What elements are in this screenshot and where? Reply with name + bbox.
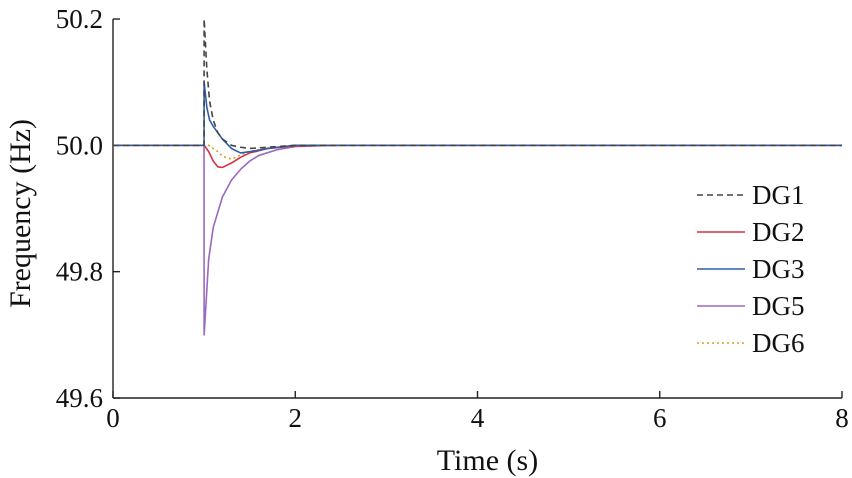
series-line-dg1	[113, 18, 842, 150]
x-tick-label: 0	[106, 403, 120, 433]
x-tick-label: 2	[289, 403, 303, 433]
legend-label-dg1: DG1	[752, 180, 805, 210]
y-tick-label: 49.8	[56, 257, 103, 287]
series-lines	[113, 18, 842, 336]
x-tick-label: 4	[471, 403, 485, 433]
ticks: 0 2 4 6 8 49.6 49.8 50.0 50.2	[56, 4, 849, 433]
y-tick-label: 49.6	[56, 383, 103, 413]
x-tick-label: 8	[835, 403, 849, 433]
x-axis-title: Time (s)	[437, 444, 538, 477]
axes	[112, 19, 842, 399]
y-tick-label: 50.2	[56, 4, 103, 34]
legend-label-dg3: DG3	[752, 254, 805, 284]
y-tick-label: 50.0	[56, 130, 103, 160]
series-line-dg5	[113, 144, 842, 336]
legend-label-dg6: DG6	[752, 328, 805, 358]
series-line-dg3	[113, 81, 842, 154]
legend: DG1 DG2 DG3 DG5 DG6	[697, 180, 805, 358]
legend-label-dg2: DG2	[752, 217, 805, 247]
series-line-dg2	[113, 144, 842, 169]
series-line-dg6	[113, 144, 842, 161]
x-tick-label: 6	[653, 403, 667, 433]
y-axis-title: Frequency (Hz)	[4, 119, 37, 308]
legend-label-dg5: DG5	[752, 291, 805, 321]
